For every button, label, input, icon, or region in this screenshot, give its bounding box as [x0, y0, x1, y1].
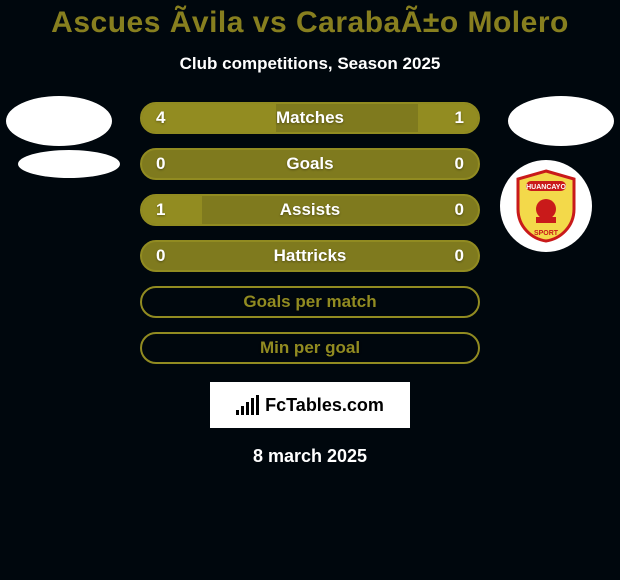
- club-left-badge: [18, 150, 120, 178]
- stat-row: 4 1 Matches: [140, 102, 480, 134]
- stat-row: 0 0 Hattricks: [140, 240, 480, 272]
- stat-label: Matches: [276, 108, 344, 128]
- stat-row: 0 0 Goals: [140, 148, 480, 180]
- stat-value-left: 0: [156, 246, 165, 266]
- club-right-badge: HUANCAYO SPORT: [500, 160, 592, 252]
- bar-chart-icon: [236, 395, 259, 415]
- stat-label: Goals per match: [243, 292, 376, 312]
- stat-value-left: 1: [156, 200, 165, 220]
- branding-badge: FcTables.com: [210, 382, 410, 428]
- stat-label: Assists: [280, 200, 340, 220]
- stat-value-right: 0: [455, 200, 464, 220]
- stat-value-left: 0: [156, 154, 165, 174]
- stat-fill-right: [418, 104, 478, 132]
- generated-date: 8 march 2025: [0, 446, 620, 467]
- svg-text:HUANCAYO: HUANCAYO: [526, 184, 566, 191]
- player-left-avatar: [6, 96, 112, 146]
- stat-value-right: 1: [455, 108, 464, 128]
- stat-row: 1 0 Assists: [140, 194, 480, 226]
- stat-row: Min per goal: [140, 332, 480, 364]
- stat-fill-left: [142, 196, 202, 224]
- stat-label: Goals: [286, 154, 333, 174]
- subtitle: Club competitions, Season 2025: [0, 54, 620, 74]
- shield-icon: HUANCAYO SPORT: [514, 169, 578, 243]
- page-title: Ascues Ãvila vs CarabaÃ±o Molero: [0, 0, 620, 40]
- stat-label: Hattricks: [274, 246, 347, 266]
- svg-text:SPORT: SPORT: [534, 230, 559, 237]
- stat-label: Min per goal: [260, 338, 360, 358]
- branding-text: FcTables.com: [265, 395, 384, 416]
- stat-row: Goals per match: [140, 286, 480, 318]
- player-right-avatar: [508, 96, 614, 146]
- stat-value-right: 0: [455, 154, 464, 174]
- stat-value-left: 4: [156, 108, 165, 128]
- stat-rows: 4 1 Matches 0 0 Goals 1 0 Assists 0 0 Hattricks Goal…: [140, 102, 480, 364]
- comparison-arena: HUANCAYO SPORT 4 1 Matches 0 0 Goals 1 0 Assists…: [0, 102, 620, 364]
- stat-value-right: 0: [455, 246, 464, 266]
